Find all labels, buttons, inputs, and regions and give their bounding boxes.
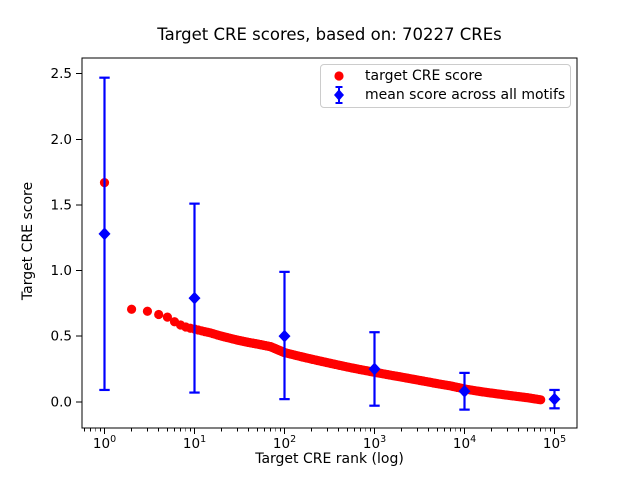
y-tick-label: 1.0: [51, 263, 72, 279]
mean-diamond-marker: [188, 291, 201, 305]
mean-diamond-marker: [98, 227, 111, 241]
y-tick-label: 1.5: [51, 197, 72, 213]
blue-diamond-errorbar-marker-icon: [321, 85, 357, 105]
y-tick-label: 2.5: [51, 66, 72, 82]
legend-item-mean-score: mean score across all motifs: [321, 85, 570, 105]
x-tick-label: 100: [93, 434, 116, 452]
mean-diamond-marker: [458, 384, 471, 398]
x-axis-label: Target CRE rank (log): [255, 451, 404, 467]
y-tick-label: 2.0: [51, 132, 72, 148]
x-tick-label: 103: [363, 434, 386, 452]
mean-diamond-marker: [548, 392, 561, 406]
legend-item-target-cre-score: target CRE score: [321, 67, 570, 85]
legend-label: target CRE score: [365, 68, 483, 84]
mean-diamond-marker: [278, 329, 291, 343]
legend: target CRE score mean score across all m…: [320, 64, 571, 108]
legend-label: mean score across all motifs: [365, 87, 566, 103]
mean-diamond-marker: [368, 362, 381, 376]
series-mean-score-errorbars: [98, 76, 561, 411]
red-circle-marker-icon: [321, 68, 357, 84]
chart-title: Target CRE scores, based on: 70227 CREs: [157, 25, 502, 44]
x-minor-ticks: [84, 428, 551, 432]
x-tick-label: 104: [453, 434, 476, 452]
y-tick-label: 0.0: [51, 394, 72, 410]
y-axis-label: Target CRE score: [20, 181, 36, 301]
x-tick-label: 105: [543, 434, 566, 452]
series-target-cre-score: [99, 178, 546, 405]
x-tick-label: 102: [273, 434, 296, 452]
axes-spines: [81, 57, 578, 429]
x-tick-label: 101: [183, 434, 206, 452]
y-tick-label: 0.5: [51, 329, 72, 345]
